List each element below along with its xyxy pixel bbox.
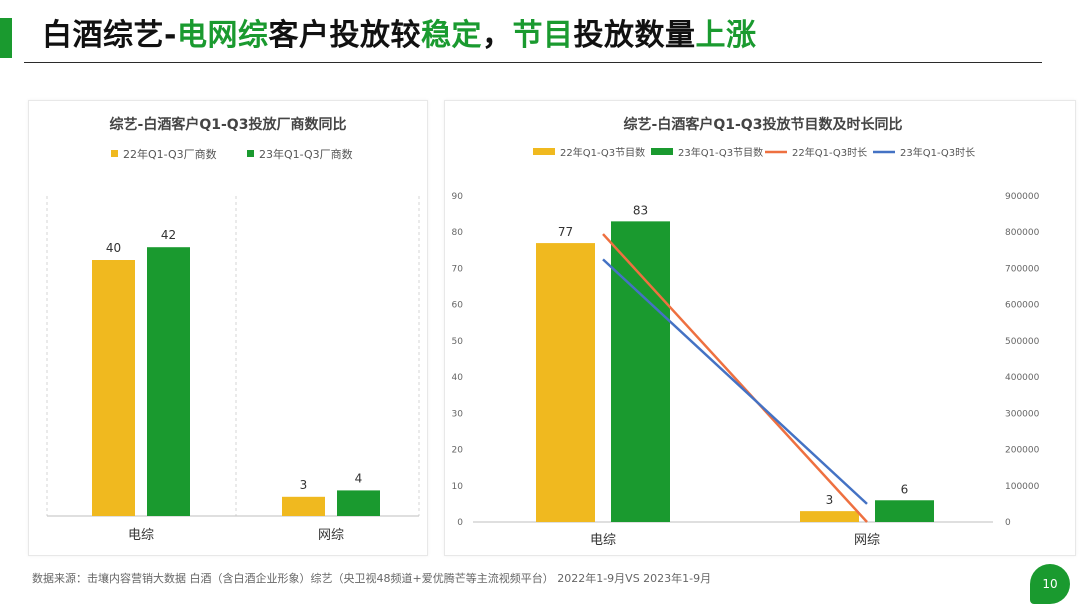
y-right-tick-label: 500000 [1005, 337, 1040, 347]
program-count-duration-chart-panel: 综艺-白酒客户Q1-Q3投放节目数及时长同比 22年Q1-Q3节目数 23年Q1-Q… [444, 100, 1076, 556]
y-right-tick-label: 400000 [1005, 373, 1040, 383]
data-label: 42 [161, 228, 176, 242]
legend-label: 22年Q1-Q3厂商数 [123, 147, 217, 161]
slide-title: 白酒综艺-电网综客户投放较稳定，节目投放数量上涨 [42, 14, 756, 58]
bar [536, 243, 595, 523]
y-left-tick-label: 80 [452, 228, 464, 238]
legend-label: 23年Q1-Q3厂商数 [259, 147, 353, 161]
data-label: 77 [558, 225, 573, 239]
program-count-duration-chart: 综艺-白酒客户Q1-Q3投放节目数及时长同比 22年Q1-Q3节目数 23年Q1-Q… [452, 116, 1040, 548]
y-left-tick-label: 30 [452, 409, 464, 419]
title-segment: 客户投放较 [268, 18, 421, 53]
legend-swatch [533, 148, 555, 155]
series-line [602, 233, 868, 523]
y-left-tick-label: 50 [452, 337, 464, 347]
title-accent-bar [0, 18, 12, 58]
title-segment: 节目 [512, 18, 574, 53]
chart-title: 综艺-白酒客户Q1-Q3投放厂商数同比 [110, 116, 347, 133]
y-left-tick-label: 60 [452, 301, 464, 311]
y-right-tick-label: 600000 [1005, 301, 1040, 311]
bar [92, 260, 135, 516]
bar [875, 500, 934, 522]
data-label: 3 [300, 478, 308, 492]
data-label: 40 [106, 241, 121, 255]
title-divider [24, 62, 1042, 63]
bar [282, 496, 325, 516]
manufacturer-count-chart-panel: 综艺-白酒客户Q1-Q3投放厂商数同比 22年Q1-Q3厂商数 23年Q1-Q3厂商… [28, 100, 428, 556]
y-right-tick-label: 900000 [1005, 192, 1040, 202]
manufacturer-count-chart: 综艺-白酒客户Q1-Q3投放厂商数同比 22年Q1-Q3厂商数 23年Q1-Q3厂商… [46, 116, 420, 543]
legend-swatch [247, 150, 254, 157]
title-segment: 稳定 [420, 18, 482, 53]
legend-label: 23年Q1-Q3时长 [900, 146, 975, 159]
x-tick-label: 网综 [854, 533, 880, 548]
legend-label: 22年Q1-Q3节目数 [560, 146, 645, 159]
bar [611, 221, 670, 522]
legend-label: 22年Q1-Q3时长 [792, 146, 867, 159]
y-right-tick-label: 800000 [1005, 228, 1040, 238]
title-segment: 电网综 [176, 18, 269, 53]
y-right-tick-label: 100000 [1005, 482, 1040, 492]
y-left-tick-label: 10 [452, 482, 464, 492]
y-right-tick-label: 0 [1005, 518, 1011, 528]
chart-title: 综艺-白酒客户Q1-Q3投放节目数及时长同比 [624, 116, 903, 133]
data-source-footnote: 数据来源：击壤内容营销大数据 白酒（含白酒企业形象）综艺（央卫视48频道+爱优腾… [32, 572, 712, 585]
y-left-tick-label: 0 [457, 518, 463, 528]
y-right-tick-label: 300000 [1005, 409, 1040, 419]
legend-swatch [111, 150, 118, 157]
y-left-tick-label: 90 [452, 192, 464, 202]
y-right-tick-label: 200000 [1005, 446, 1040, 456]
title-segment: 投放数量 [573, 18, 696, 53]
title-segment: 白酒综艺- [42, 18, 177, 53]
y-left-tick-label: 70 [452, 264, 464, 274]
data-label: 3 [826, 493, 834, 507]
legend-label: 23年Q1-Q3节目数 [678, 146, 763, 159]
bar [147, 247, 190, 516]
x-tick-label: 电综 [128, 528, 154, 543]
legend-swatch [651, 148, 673, 155]
data-label: 4 [355, 471, 363, 485]
data-label: 83 [633, 203, 648, 217]
title-segment: ， [481, 18, 513, 53]
bar [337, 490, 380, 516]
x-tick-label: 网综 [318, 528, 344, 543]
y-right-tick-label: 700000 [1005, 264, 1040, 274]
y-left-tick-label: 40 [452, 373, 464, 383]
page-number-badge: 10 [1030, 564, 1070, 604]
bar [800, 511, 859, 522]
series-line [602, 258, 868, 505]
y-left-tick-label: 20 [452, 446, 464, 456]
x-tick-label: 电综 [590, 533, 616, 548]
data-label: 6 [901, 482, 909, 496]
title-segment: 上涨 [695, 18, 757, 53]
